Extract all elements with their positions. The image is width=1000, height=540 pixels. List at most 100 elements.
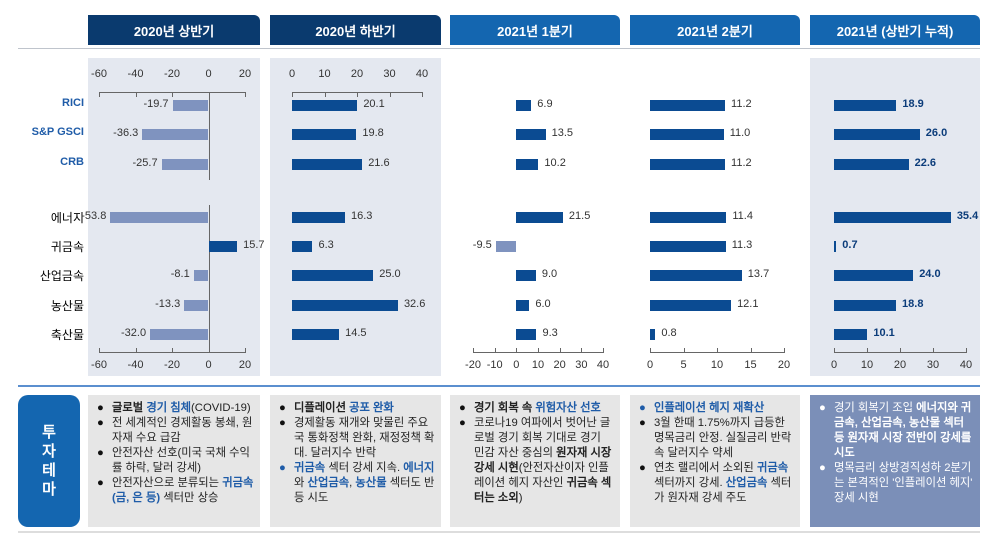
tick-mark	[357, 92, 358, 97]
theme-text: 섹터도 반등 시도	[294, 477, 435, 504]
tick-mark	[900, 348, 901, 353]
bar	[834, 129, 920, 140]
tick-mark	[834, 348, 835, 353]
tick-label: 0	[830, 359, 838, 371]
theme-text: 공포 완화	[349, 402, 394, 414]
bullet-icon: ●	[459, 417, 466, 429]
theme-text: 와	[294, 477, 308, 489]
category-label: S&P GSCI	[31, 126, 84, 138]
theme-box: ● 인플레이션 헤지 재확산 ● 3월 한때 1.75%까지 급등한 명목금리 안정.…	[630, 395, 800, 527]
theme-box: ● 경기 회복 속 위험자산 선호 ● 코로나19 여파에서 벗어난 글로벌 경기 회…	[450, 395, 620, 527]
theme-text: (안전자산이자 인플레이션 헤지 자산인	[474, 462, 609, 489]
bar	[516, 212, 563, 223]
data-label: 6.9	[537, 98, 553, 110]
zero-axis	[208, 205, 210, 352]
tick-label: -20	[164, 68, 180, 80]
tick-mark	[516, 348, 518, 353]
tick-label: 20	[553, 359, 566, 371]
data-label: 24.0	[919, 268, 941, 280]
theme-text: 귀금속	[756, 462, 789, 474]
theme-box: ● 경기 회복기 조입 에너지와 귀금속, 산업금속, 농산물 섹터 등 원자재 …	[810, 395, 980, 527]
bar	[516, 300, 530, 311]
theme-text: 산업금속	[725, 477, 768, 489]
bullet-icon: ●	[639, 462, 646, 474]
data-label: 16.3	[350, 210, 373, 222]
tick-label: -10	[486, 359, 503, 371]
data-label: 6.3	[318, 239, 334, 251]
tick-mark	[683, 348, 685, 353]
theme-bullet-item: ● 디플레이션 공포 완화	[278, 401, 435, 416]
bar	[650, 300, 732, 311]
bar	[516, 329, 537, 340]
bar	[208, 241, 238, 252]
zero-axis	[208, 92, 210, 180]
data-label: 13.5	[551, 127, 573, 139]
bar	[834, 100, 897, 111]
panel-header: 2020년 하반기	[270, 15, 441, 45]
tick-label: 5	[680, 359, 687, 371]
theme-text: 글로벌	[112, 402, 147, 414]
data-label: 0.8	[661, 327, 677, 339]
theme-text: 산업금속	[307, 477, 350, 489]
tick-mark	[494, 348, 496, 353]
data-label: 10.2	[544, 157, 566, 169]
data-label: 10.1	[873, 327, 895, 339]
theme-text: 연초 랠리에서 소외된	[654, 462, 757, 474]
bar	[110, 212, 209, 223]
tick-label: 30	[575, 359, 588, 371]
tick-mark	[135, 92, 137, 97]
bar	[184, 300, 209, 311]
theme-bullet-item: ● 글로벌 경기 침체(COVID-19)	[96, 401, 254, 416]
tick-label: 10	[710, 359, 724, 371]
category-label: 축산물	[50, 328, 84, 342]
theme-label-char: 자	[42, 443, 56, 460]
tick-mark	[245, 92, 246, 97]
tick-mark	[324, 92, 326, 97]
bullet-icon: ●	[819, 462, 826, 474]
data-label: 9.0	[541, 268, 558, 280]
theme-bullet-item: ● 안전자산 선호(미국 국채 수익률 하락, 달러 강세)	[96, 446, 254, 476]
data-label: 12.1	[737, 298, 759, 310]
data-label: 14.5	[345, 327, 367, 339]
tick-label: 10	[860, 359, 874, 371]
bar	[150, 329, 209, 340]
theme-text: 원자재 시장 강세 시현	[474, 447, 612, 474]
bar	[834, 212, 951, 223]
data-label: 11.4	[732, 210, 753, 222]
data-label: 25.0	[379, 268, 401, 280]
tick-mark	[603, 348, 604, 353]
section-divider	[18, 385, 980, 387]
bottom-divider	[18, 531, 980, 533]
theme-text: 3월 한때 1.75%까지 급등한 명목금리 안정. 실질금리 반락 속 달러지…	[654, 417, 792, 459]
bullet-icon: ●	[459, 402, 466, 414]
data-label: -8.1	[170, 268, 190, 280]
category-label: 귀금속	[50, 240, 84, 254]
bar	[650, 270, 742, 281]
panel-header: 2020년 상반기	[88, 15, 260, 45]
tick-mark	[245, 348, 246, 353]
theme-text: 경기 침체	[146, 402, 192, 414]
panel-header: 2021년 1분기	[450, 15, 620, 45]
tick-mark	[784, 348, 785, 353]
bar	[650, 159, 726, 170]
tick-mark	[933, 348, 934, 353]
theme-bullet-item: ● 코로나19 여파에서 벗어난 글로벌 경기 회복 기대로 경기 민감 자산 중…	[458, 416, 614, 506]
bar	[650, 212, 727, 223]
tick-mark	[422, 92, 423, 97]
theme-text: ,	[349, 477, 356, 489]
theme-text: 인플레이션 헤지 재확산	[654, 402, 765, 414]
data-label: 18.9	[902, 98, 924, 110]
data-label: 22.6	[914, 157, 936, 169]
tick-mark	[538, 348, 539, 353]
data-label: -53.8	[81, 210, 107, 222]
data-label: 0.7	[842, 239, 858, 251]
bullet-icon: ●	[97, 447, 104, 459]
tick-label: 20	[893, 359, 907, 371]
theme-text: 에너지	[403, 462, 435, 474]
tick-label: 0	[205, 68, 212, 80]
theme-text: 명목금리 상방경직성하 2분기는 본격적인 '인플레이션 헤지' 장세 시현	[834, 462, 973, 504]
bar	[292, 129, 357, 140]
data-label: 13.7	[747, 268, 770, 280]
bar	[292, 270, 374, 281]
theme-text: 안전자산으로 분류되는	[112, 477, 223, 489]
